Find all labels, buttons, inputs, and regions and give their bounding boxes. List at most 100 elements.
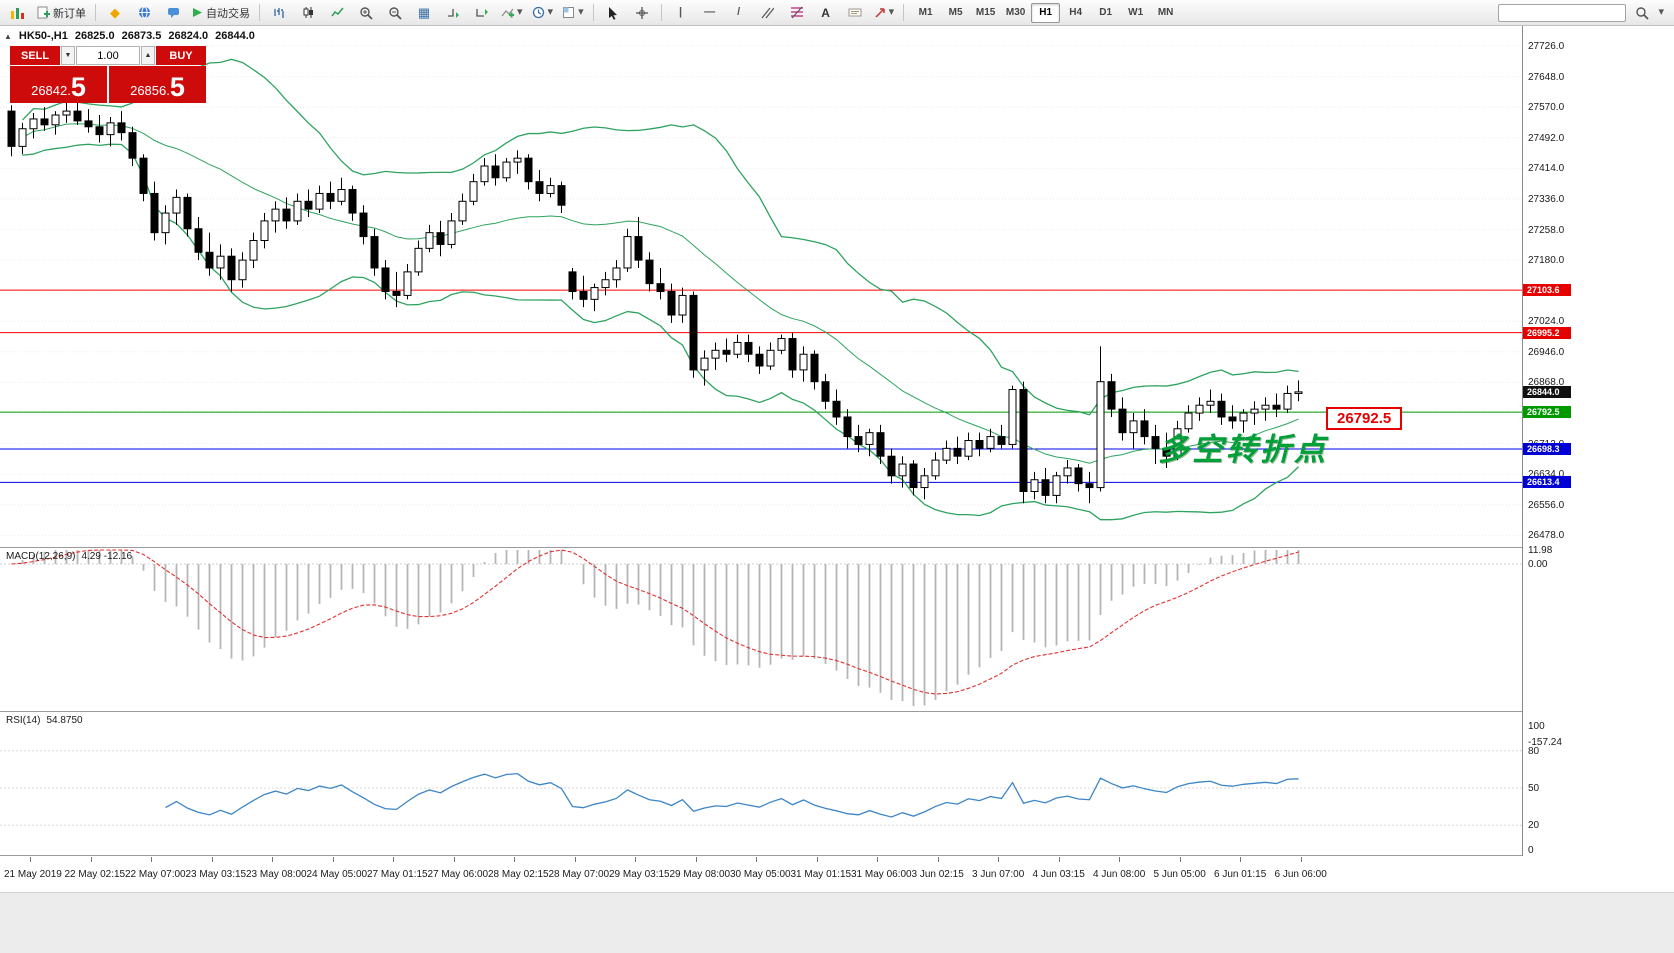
zoom-out-button[interactable] — [381, 2, 409, 24]
dropdown-arrow-icon: ▾ — [888, 6, 895, 18]
fibonacci-button[interactable] — [783, 2, 811, 24]
volume-decrease-button[interactable]: ▼ — [61, 46, 75, 65]
panel-separator[interactable] — [0, 547, 1674, 548]
sell-button[interactable]: SELL — [10, 46, 60, 65]
channel-button[interactable] — [754, 2, 782, 24]
app-logo-icon — [4, 2, 32, 24]
candle — [348, 189, 357, 214]
text-label-button[interactable] — [841, 2, 869, 24]
candle — [975, 440, 984, 449]
time-tick — [574, 857, 576, 862]
search-input[interactable] — [1498, 3, 1627, 22]
price-callout-label[interactable]: 26792.5 — [1326, 407, 1403, 430]
cursor-button[interactable] — [599, 2, 627, 24]
candle — [821, 381, 830, 402]
candle — [1239, 412, 1248, 422]
timeframe-m5[interactable]: M5 — [948, 7, 963, 18]
search-button[interactable] — [1628, 2, 1656, 24]
time-axis-label: 28 May 02:15 — [488, 869, 549, 880]
candle — [249, 240, 258, 261]
buy-button[interactable]: BUY — [156, 46, 206, 65]
timeframe-w1[interactable]: W1 — [1128, 7, 1144, 18]
panel-separator[interactable] — [0, 711, 1674, 712]
indicators-button[interactable]: ▾ — [497, 2, 527, 24]
sell-price-display[interactable]: 26842. 5 — [10, 66, 107, 103]
candlestick-button[interactable] — [294, 2, 322, 24]
time-axis-label: 3 Jun 02:15 — [911, 869, 964, 880]
chat-icon — [167, 8, 179, 18]
community-button[interactable] — [130, 2, 158, 24]
time-tick — [332, 857, 334, 862]
toolbar-separator — [259, 4, 260, 21]
price-axis-label: 27648.0 — [1528, 71, 1565, 83]
candle — [40, 118, 49, 126]
trendline-button[interactable]: / — [725, 2, 753, 24]
timeframe-group: M1 M5 M15 M30 H1 H4 D1 W1 MN — [911, 2, 1180, 23]
candle — [271, 208, 280, 222]
candle — [1294, 391, 1303, 394]
candle — [1129, 420, 1138, 434]
time-axis-label: 24 May 05:00 — [306, 869, 368, 880]
candle — [755, 353, 764, 367]
candle — [194, 228, 203, 253]
price-axis[interactable]: 27726.0 27648.0 27570.0 27492.0 27414.0 27336… — [1522, 26, 1674, 856]
time-axis-label: 29 May 08:00 — [669, 869, 731, 880]
buy-price-display[interactable]: 26856. 5 — [109, 66, 206, 103]
rsi-line — [165, 772, 1299, 818]
line-chart-button[interactable] — [323, 2, 351, 24]
candle — [766, 349, 775, 367]
timeframe-d1[interactable]: D1 — [1099, 7, 1113, 18]
new-order-button[interactable]: 新订单 — [33, 2, 90, 24]
time-axis[interactable]: 21 May 2019 22 May 02:15 22 May 07:00 23 Ma… — [0, 856, 1674, 892]
rsi-scale-label: 20 — [1528, 820, 1540, 832]
price-chart[interactable] — [0, 26, 1522, 548]
vertical-line-button[interactable]: | — [667, 2, 695, 24]
time-tick — [453, 857, 455, 862]
turning-point-annotation[interactable]: 多空转折点 — [1158, 432, 1328, 467]
chart-shift-icon — [476, 9, 488, 17]
bar-chart-icon — [273, 8, 284, 18]
chart-shift-button[interactable] — [468, 2, 496, 24]
auto-scroll-button[interactable] — [439, 2, 467, 24]
mql5-button[interactable]: ◆ — [101, 2, 129, 24]
status-strip — [0, 892, 1674, 953]
volume-increase-button[interactable]: ▲ — [141, 46, 155, 65]
text-label-icon — [848, 8, 862, 17]
candle — [480, 165, 489, 183]
timeframe-h1[interactable]: H1 — [1031, 2, 1061, 23]
zoom-in-button[interactable] — [352, 2, 380, 24]
candle — [513, 157, 522, 163]
candle — [1151, 436, 1160, 449]
arrows-button[interactable]: ▾ — [870, 2, 899, 24]
horizontal-line-button[interactable]: — — [696, 2, 724, 24]
bar-chart-button[interactable] — [265, 2, 293, 24]
macd-panel[interactable] — [0, 548, 1522, 712]
text-button[interactable]: A — [812, 2, 840, 24]
periods-button[interactable]: ▾ — [528, 2, 558, 24]
quote-high: 26873.5 — [121, 30, 162, 42]
timeframe-m30[interactable]: M30 — [1005, 7, 1026, 18]
time-tick — [514, 857, 515, 862]
timeframe-h4[interactable]: H4 — [1069, 7, 1083, 18]
timeframe-m1[interactable]: M1 — [918, 7, 933, 18]
search-dropdown-icon[interactable]: ▾ — [1658, 6, 1664, 18]
rsi-scale-label: 0 — [1528, 845, 1534, 856]
timeframe-mn[interactable]: MN — [1157, 7, 1174, 18]
tile-windows-button[interactable]: ▦ — [410, 2, 438, 24]
autotrading-button[interactable]: 自动交易 — [188, 2, 254, 24]
one-click-collapse-icon[interactable]: ▲ — [4, 31, 12, 41]
candle — [1085, 483, 1094, 489]
candle — [95, 126, 104, 136]
candle — [590, 287, 599, 300]
rsi-panel[interactable] — [0, 712, 1522, 856]
candle — [1283, 392, 1292, 410]
candle — [865, 432, 874, 445]
volume-input[interactable] — [76, 46, 140, 65]
candle — [469, 181, 478, 202]
crosshair-button[interactable] — [628, 2, 656, 24]
chat-button[interactable] — [159, 2, 187, 24]
templates-button[interactable]: ▾ — [558, 2, 588, 24]
timeframe-m15[interactable]: M15 — [975, 7, 996, 18]
new-order-icon — [37, 6, 50, 19]
toolbar-separator — [660, 4, 662, 21]
